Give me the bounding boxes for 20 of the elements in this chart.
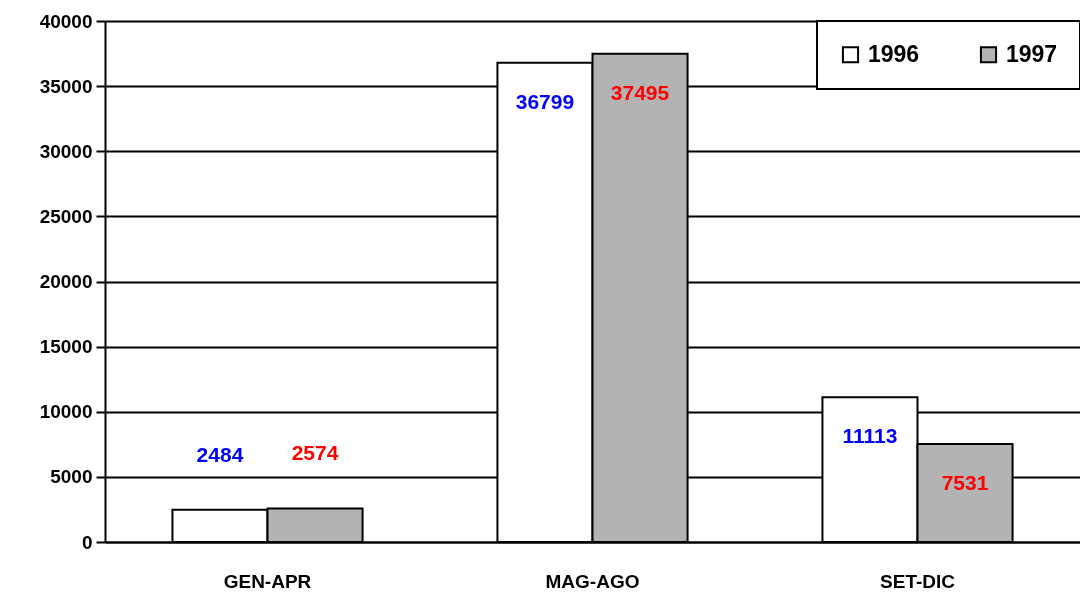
x-tick-label: MAG-AGO [545,570,640,592]
data-label: 37495 [610,80,670,104]
legend-label: 1997 [1006,40,1058,67]
data-label: 2484 [196,442,244,466]
y-tick-label: 30000 [39,140,93,162]
y-tick-label: 15000 [39,336,93,358]
data-label: 7531 [941,470,989,494]
data-label: 36799 [515,89,575,113]
data-label: 11113 [842,424,898,448]
y-tick-label: 35000 [39,75,93,97]
y-tick-label: 25000 [39,205,93,227]
y-tick-label: 40000 [39,10,93,32]
legend-label: 1996 [868,40,920,67]
y-tick-label: 0 [81,531,93,553]
y-tick-label: 10000 [39,401,93,423]
y-tick-label: 5000 [50,466,93,488]
y-tick-label: 20000 [39,271,93,292]
data-label: 2574 [291,441,339,465]
x-tick-label: SET-DIC [880,570,956,592]
x-tick-label: GEN-APR [223,570,312,592]
